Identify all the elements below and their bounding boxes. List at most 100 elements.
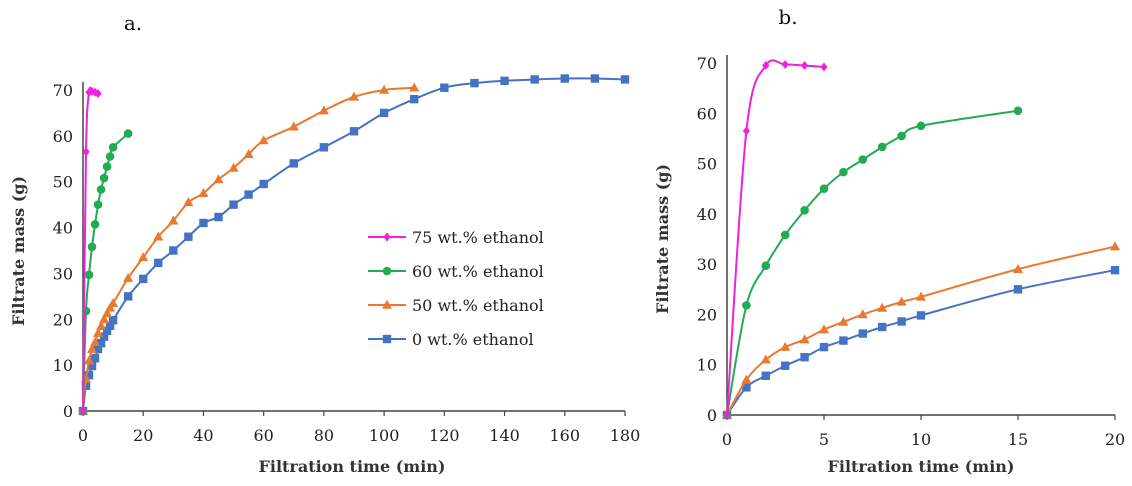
data-point bbox=[90, 220, 100, 229]
data-point bbox=[198, 187, 209, 197]
data-point bbox=[289, 159, 298, 168]
data-point bbox=[1013, 263, 1023, 273]
data-point bbox=[877, 142, 887, 152]
data-point bbox=[723, 410, 731, 420]
data-point bbox=[839, 336, 848, 345]
data-point bbox=[82, 147, 90, 157]
data-point bbox=[228, 162, 239, 172]
x-tick-label: 5 bbox=[819, 430, 829, 449]
data-point bbox=[243, 149, 254, 158]
y-tick-label: 30 bbox=[697, 255, 717, 274]
data-point bbox=[123, 129, 133, 138]
data-point bbox=[102, 162, 112, 171]
data-point bbox=[102, 308, 113, 318]
data-point bbox=[87, 242, 97, 252]
data-point bbox=[858, 155, 868, 164]
series-2 bbox=[722, 241, 1120, 419]
series-line bbox=[82, 86, 415, 412]
data-point bbox=[84, 270, 94, 280]
data-point bbox=[500, 76, 509, 86]
series-line bbox=[726, 59, 825, 416]
data-point bbox=[590, 74, 600, 83]
data-point bbox=[620, 75, 630, 84]
x-tick-label: 10 bbox=[911, 430, 931, 449]
data-point bbox=[153, 231, 164, 241]
data-point bbox=[800, 206, 809, 215]
y-tick-label: 20 bbox=[697, 305, 717, 324]
data-point bbox=[349, 91, 359, 101]
data-point bbox=[214, 212, 223, 222]
x-tick-label: 40 bbox=[193, 426, 213, 445]
y-tick-label: 30 bbox=[53, 264, 73, 283]
data-point bbox=[123, 272, 134, 282]
data-point bbox=[183, 197, 194, 207]
data-point bbox=[90, 337, 101, 347]
y-tick-label: 40 bbox=[697, 205, 717, 224]
data-point bbox=[154, 258, 163, 268]
legend-swatch-marker bbox=[382, 266, 392, 276]
legend-swatch-marker bbox=[382, 334, 392, 344]
data-point bbox=[742, 383, 751, 392]
series-line bbox=[726, 109, 1019, 416]
data-point bbox=[102, 326, 112, 335]
data-point bbox=[99, 173, 109, 183]
data-point bbox=[288, 121, 299, 131]
x-tick-label: 20 bbox=[1105, 430, 1125, 449]
x-axis-label: Filtration time (min) bbox=[259, 457, 446, 476]
data-point bbox=[184, 232, 193, 241]
data-point bbox=[349, 127, 359, 136]
data-point bbox=[108, 316, 118, 325]
data-point bbox=[259, 179, 268, 189]
data-point bbox=[108, 143, 118, 152]
data-point bbox=[857, 309, 868, 319]
data-point bbox=[409, 82, 420, 92]
y-tick-label: 10 bbox=[53, 356, 73, 375]
data-point bbox=[761, 371, 770, 380]
data-point bbox=[105, 152, 115, 161]
y-tick-label: 50 bbox=[697, 155, 717, 174]
x-tick-label: 100 bbox=[369, 426, 400, 445]
series-1 bbox=[78, 129, 133, 416]
x-tick-label: 60 bbox=[253, 426, 273, 445]
data-point bbox=[93, 344, 103, 354]
x-tick-label: 120 bbox=[429, 426, 460, 445]
data-point bbox=[105, 321, 115, 330]
data-point bbox=[139, 274, 148, 284]
chart-panel-a: a. 0 20 40 60 80 100 120 140 160 180 0 10 20 30 40 50 60 7… bbox=[9, 11, 640, 476]
y-tick-label: 50 bbox=[53, 173, 73, 192]
data-point bbox=[819, 342, 829, 352]
legend-label: 50 wt.% ethanol bbox=[412, 296, 544, 315]
data-point bbox=[96, 338, 106, 348]
data-point bbox=[781, 60, 789, 70]
y-tick-label: 20 bbox=[53, 310, 73, 329]
legend: 75 wt.% ethanol 60 wt.% ethanol 50 wt.% et… bbox=[368, 228, 544, 349]
data-point bbox=[84, 355, 95, 365]
data-point bbox=[96, 320, 107, 330]
y-axis-label: Filtrate mass (g) bbox=[653, 164, 672, 314]
data-point bbox=[916, 311, 926, 320]
x-axis-label: Filtration time (min) bbox=[828, 457, 1015, 476]
data-point bbox=[781, 361, 790, 370]
data-point bbox=[169, 246, 178, 255]
data-point bbox=[916, 121, 926, 131]
data-point bbox=[760, 354, 771, 364]
data-point bbox=[878, 322, 887, 332]
data-point bbox=[79, 406, 87, 416]
legend-label: 60 wt.% ethanol bbox=[412, 262, 544, 281]
data-point bbox=[93, 200, 103, 209]
data-point bbox=[199, 218, 208, 228]
data-point bbox=[916, 291, 926, 301]
data-point bbox=[81, 306, 91, 316]
series-3 bbox=[722, 265, 1120, 420]
series-3 bbox=[78, 74, 630, 416]
series-0 bbox=[79, 86, 102, 416]
y-tick-label: 70 bbox=[697, 54, 717, 73]
data-point bbox=[90, 354, 100, 363]
x-tick-label: 20 bbox=[133, 426, 153, 445]
x-tick-label: 160 bbox=[550, 426, 581, 445]
data-point bbox=[741, 374, 752, 384]
x-tick-label: 0 bbox=[78, 426, 88, 445]
data-point bbox=[93, 327, 104, 337]
y-tick-label: 0 bbox=[707, 406, 717, 425]
